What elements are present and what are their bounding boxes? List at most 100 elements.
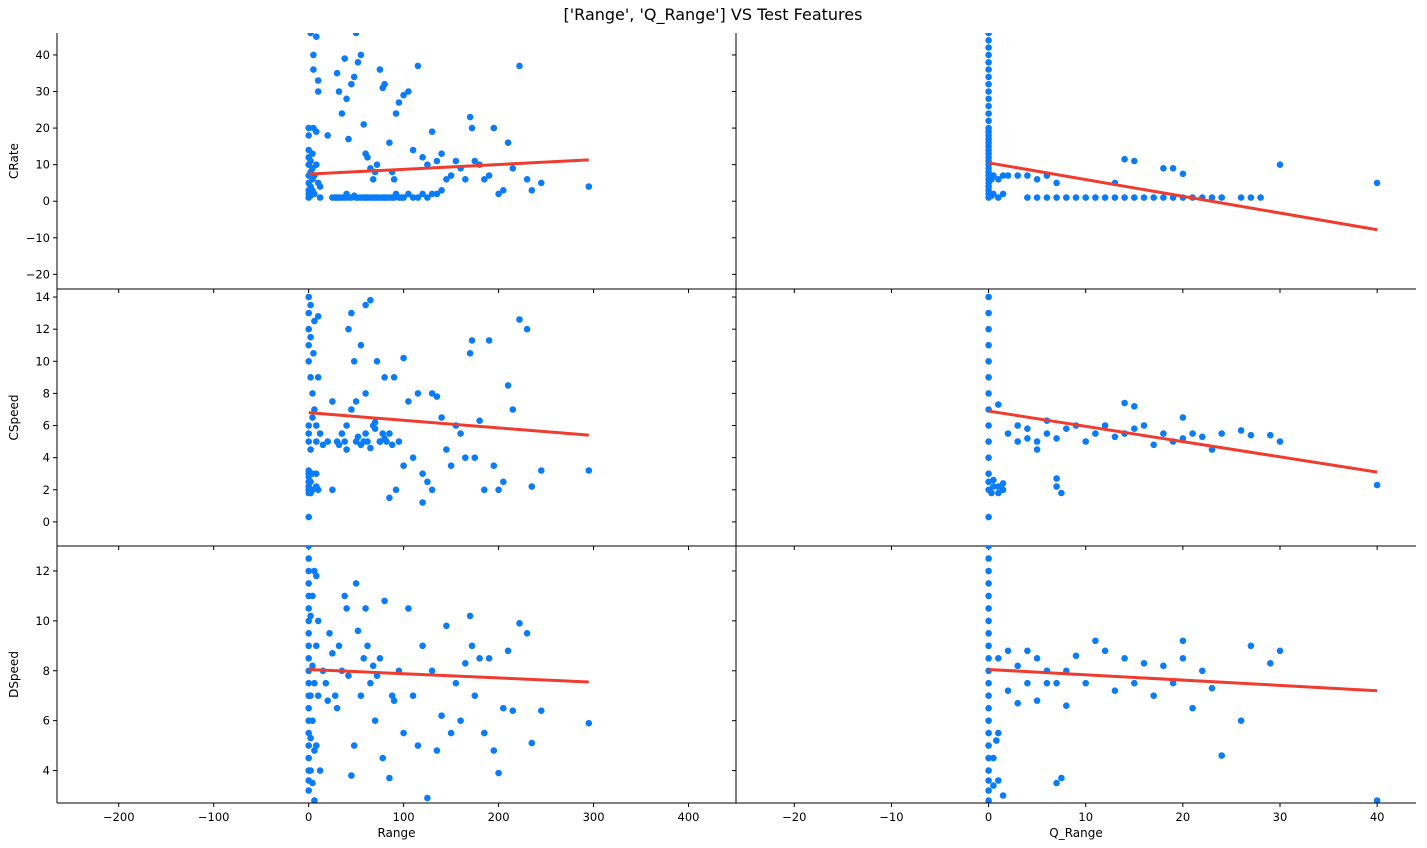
y-tick-label: 20 [35,121,50,135]
data-point [307,446,314,453]
data-point [362,390,369,397]
data-point [390,176,398,183]
data-point [414,62,422,70]
data-point [343,422,350,429]
data-point [999,190,1007,198]
data-point [348,80,355,88]
data-point [447,172,455,179]
panel-row1-col1: −20 −10 0 10 20 30 40 CRate [7,33,736,293]
data-point [468,124,476,132]
data-point [307,333,314,341]
data-point [985,80,992,88]
data-point [305,679,313,687]
data-point [985,592,992,600]
data-point [307,478,314,486]
data-point [985,66,992,73]
data-point [985,617,992,625]
data-point [305,422,313,429]
data-point [405,605,412,612]
data-point [985,546,992,550]
data-point [1237,427,1245,434]
data-point [400,729,407,737]
data-point [329,486,336,494]
data-point [316,183,324,190]
data-point [1189,704,1196,712]
data-point [314,88,322,95]
data-point [1179,414,1187,421]
data-point [376,66,384,73]
data-point [400,194,407,201]
data-point [1131,679,1138,687]
data-point [309,717,316,724]
data-point [390,374,398,381]
data-point [1169,165,1177,172]
data-point [409,146,417,154]
data-point [373,161,381,168]
data-point [528,739,536,747]
data-point [309,414,316,421]
data-point [985,787,992,794]
data-point [1033,446,1041,453]
data-point [1150,194,1157,201]
data-point [476,417,483,425]
data-point [1053,194,1060,201]
data-point [447,462,455,470]
data-point [345,672,352,679]
data-point [305,630,313,637]
regression-line [988,409,1378,474]
data-point [1004,430,1012,437]
data-point [995,729,1002,737]
data-point [985,33,992,37]
data-point [305,642,313,650]
data-point [985,777,992,784]
panel-row2-col1: 0 2 4 6 8 10 12 14 CSpeed [7,289,736,550]
data-point [386,774,393,782]
data-point [990,754,997,762]
data-point [395,99,403,106]
data-point [381,374,388,381]
x-tick-label: 400 [678,810,700,824]
data-point [313,33,320,40]
data-point [341,438,349,445]
x-tick-label: 300 [583,810,605,824]
points-row1-col2 [985,33,1381,201]
data-point [313,572,320,580]
data-point [345,325,352,333]
data-point [1199,667,1206,675]
data-point [329,650,336,657]
data-point [1043,430,1051,437]
y-tick-label: 2 [43,483,50,497]
data-point [471,692,479,699]
y-tick-label: 10 [35,614,50,628]
data-point [343,605,350,612]
panel-row3-col2: −20 −10 0 10 20 30 40 Q_Range [732,546,1416,840]
data-point [985,117,992,125]
data-point [310,51,317,59]
data-point [1024,194,1031,201]
data-point [326,630,333,637]
data-point [500,478,507,486]
data-point [311,747,318,754]
data-point [305,341,313,349]
y-tick-label: 6 [43,419,50,433]
data-point [1101,422,1109,429]
data-point [329,398,336,405]
data-point [1179,170,1187,178]
data-point [362,301,369,309]
data-point [307,157,314,165]
data-point [995,176,1002,183]
data-point [357,692,365,699]
data-point [504,382,512,389]
data-point [316,194,324,201]
data-point [1063,702,1070,709]
panel-row3-col1: 4 6 8 10 12 −200 −100 0 100 200 300 400 DSpeed Range [7,546,736,840]
data-point [305,555,313,562]
data-point [438,187,445,194]
regression-line [308,668,589,684]
data-point [1053,435,1060,442]
data-point [433,190,441,198]
data-point [1053,679,1060,687]
data-point [305,655,313,662]
data-point [990,476,997,484]
data-point [1247,431,1255,439]
